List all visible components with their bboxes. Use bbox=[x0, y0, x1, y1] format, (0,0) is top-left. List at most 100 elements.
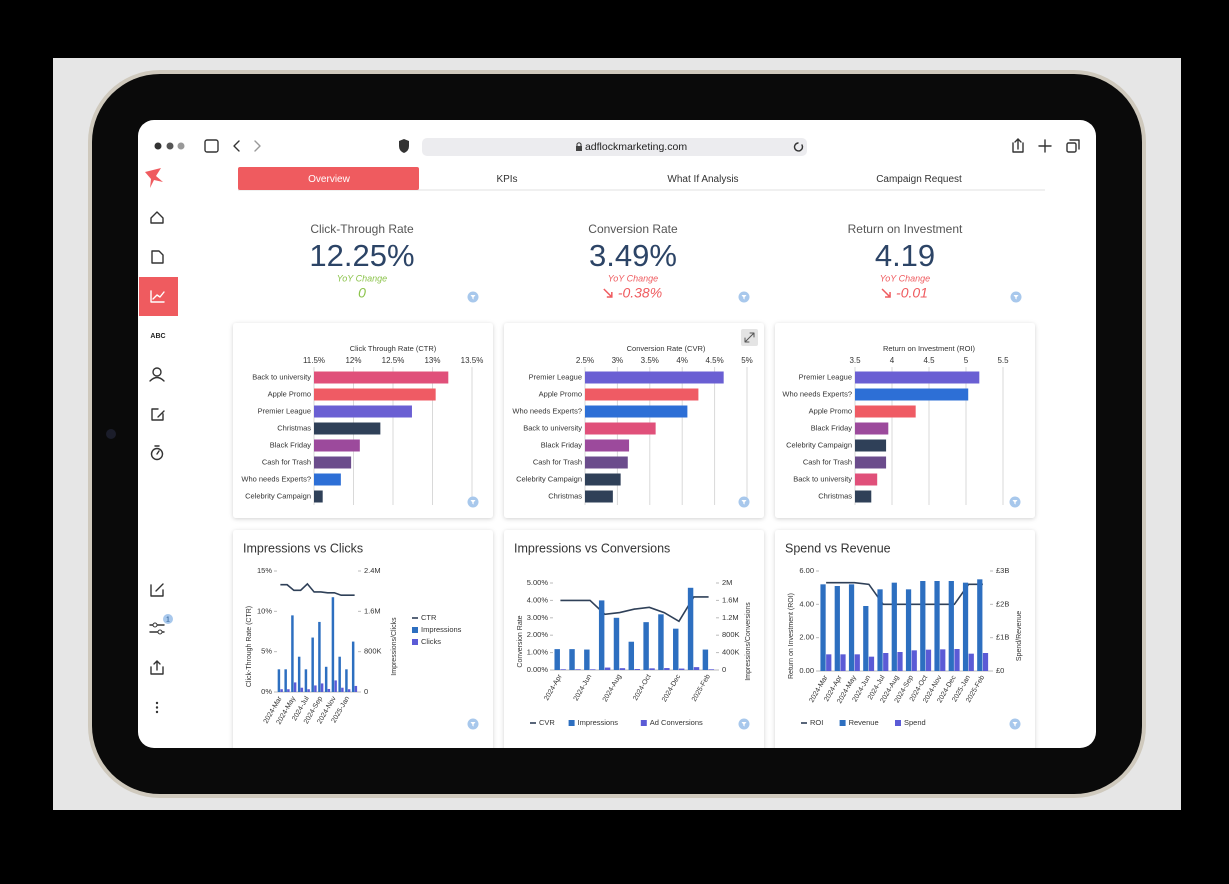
bar bbox=[280, 689, 283, 692]
screen-content: adflockmarketing.com ABC 1 Overview KPIs W… bbox=[139, 138, 1080, 748]
window-dot[interactable] bbox=[177, 142, 185, 150]
y-tick-label: 6.00 bbox=[799, 566, 814, 575]
y-tick-label: 3.00% bbox=[527, 613, 549, 622]
document-icon[interactable] bbox=[151, 250, 164, 264]
bar bbox=[855, 490, 872, 503]
url[interactable]: adflockmarketing.com bbox=[585, 141, 687, 153]
expand-icon bbox=[744, 332, 755, 343]
kpi-change-label: YoY Change bbox=[337, 273, 387, 283]
x-tick-label: 5% bbox=[741, 356, 753, 365]
bar bbox=[585, 490, 613, 503]
category-label: Christmas bbox=[277, 423, 311, 432]
forward-button[interactable] bbox=[254, 140, 261, 152]
bar bbox=[855, 439, 887, 452]
reload-button[interactable] bbox=[793, 142, 804, 152]
bar bbox=[560, 669, 566, 670]
bar bbox=[634, 668, 640, 670]
y2-tick-label: £2B bbox=[996, 599, 1009, 608]
bar bbox=[314, 371, 449, 384]
more-dot[interactable] bbox=[155, 701, 159, 705]
edit-chart-icon[interactable] bbox=[150, 583, 164, 597]
bar bbox=[331, 597, 335, 692]
logo[interactable] bbox=[145, 168, 163, 188]
y2-axis-title: Impressions/Clicks bbox=[391, 617, 398, 676]
x-tick-label: 4 bbox=[890, 356, 895, 365]
x-tick-label: 2.5% bbox=[576, 356, 594, 365]
tab-label[interactable]: KPIs bbox=[496, 174, 517, 185]
bar bbox=[982, 653, 989, 671]
timer-hand bbox=[154, 445, 160, 455]
kpi-change-label: YoY Change bbox=[880, 273, 930, 283]
window-dot[interactable] bbox=[166, 142, 174, 150]
back-button[interactable] bbox=[233, 140, 240, 152]
filter-icon bbox=[1013, 295, 1019, 300]
y2-axis-title: Impressions/Conversions bbox=[745, 602, 752, 681]
category-label: Apple Promo bbox=[268, 389, 311, 398]
bar bbox=[314, 422, 381, 435]
y-tick-label: 0.00% bbox=[527, 665, 549, 674]
bar bbox=[891, 582, 897, 671]
kpi-change-label: YoY Change bbox=[608, 273, 658, 283]
bar bbox=[613, 617, 620, 670]
category-label: Celebrity Campaign bbox=[245, 491, 311, 500]
bar bbox=[584, 649, 590, 670]
bar bbox=[585, 439, 630, 452]
x-tick-label: 5 bbox=[964, 356, 969, 365]
category-label: Christmas bbox=[818, 491, 852, 500]
bar bbox=[354, 685, 358, 692]
window-dot[interactable] bbox=[154, 142, 162, 150]
y-tick-label: 1.00% bbox=[527, 648, 549, 657]
tab-label[interactable]: What If Analysis bbox=[667, 174, 738, 185]
bar bbox=[277, 669, 281, 692]
bar bbox=[840, 654, 846, 671]
share-button[interactable] bbox=[1012, 138, 1024, 153]
category-label: Back to university bbox=[793, 474, 852, 483]
dashboard: Overview KPIs What If Analysis Campaign Req… bbox=[233, 167, 1035, 748]
home-icon[interactable] bbox=[150, 211, 164, 224]
y2-axis-title: Spend/Revenue bbox=[1016, 611, 1023, 661]
bar bbox=[883, 653, 889, 671]
timer-icon[interactable] bbox=[150, 447, 164, 461]
address-bar[interactable] bbox=[422, 138, 807, 156]
bar bbox=[320, 683, 324, 692]
shield-icon[interactable] bbox=[399, 139, 409, 153]
y2-tick-label: 2.4M bbox=[364, 566, 381, 575]
edit-icon[interactable] bbox=[151, 408, 165, 421]
new-tab-button[interactable] bbox=[1038, 139, 1052, 153]
category-label: Christmas bbox=[548, 491, 582, 500]
legend-swatch bbox=[640, 720, 647, 726]
abc-icon[interactable]: ABC bbox=[150, 333, 165, 340]
legend-swatch bbox=[839, 720, 846, 726]
tab-label[interactable]: Overview bbox=[308, 174, 350, 185]
bar bbox=[575, 669, 581, 670]
more-dot[interactable] bbox=[155, 710, 159, 714]
badge-count: 1 bbox=[166, 616, 170, 623]
kpi-value: 3.49% bbox=[589, 238, 677, 273]
bar bbox=[291, 615, 294, 692]
bar bbox=[314, 405, 412, 418]
bar bbox=[338, 656, 341, 692]
more-dot[interactable] bbox=[155, 706, 159, 709]
tab-active[interactable] bbox=[238, 167, 419, 190]
chart-icon[interactable] bbox=[150, 290, 165, 303]
export-icon[interactable] bbox=[150, 660, 164, 675]
filter-icon bbox=[470, 722, 476, 727]
legend-swatch bbox=[568, 720, 575, 726]
tabs-button[interactable] bbox=[1066, 142, 1077, 153]
bar bbox=[877, 589, 883, 671]
bar bbox=[920, 581, 926, 671]
user-icon[interactable] bbox=[152, 367, 162, 377]
sidebar-toggle[interactable] bbox=[204, 139, 219, 153]
line bbox=[826, 581, 983, 606]
category-label: Cash for Trash bbox=[262, 457, 311, 466]
tab-label[interactable]: Campaign Request bbox=[876, 174, 962, 185]
bar bbox=[585, 422, 656, 435]
bar bbox=[673, 628, 679, 670]
bar bbox=[300, 687, 304, 692]
bar bbox=[284, 669, 287, 692]
filter-icon bbox=[741, 722, 747, 727]
y2-tick-label: 2M bbox=[722, 578, 732, 587]
bar bbox=[962, 582, 969, 671]
bar bbox=[585, 388, 699, 401]
category-label: Black Friday bbox=[270, 440, 312, 449]
